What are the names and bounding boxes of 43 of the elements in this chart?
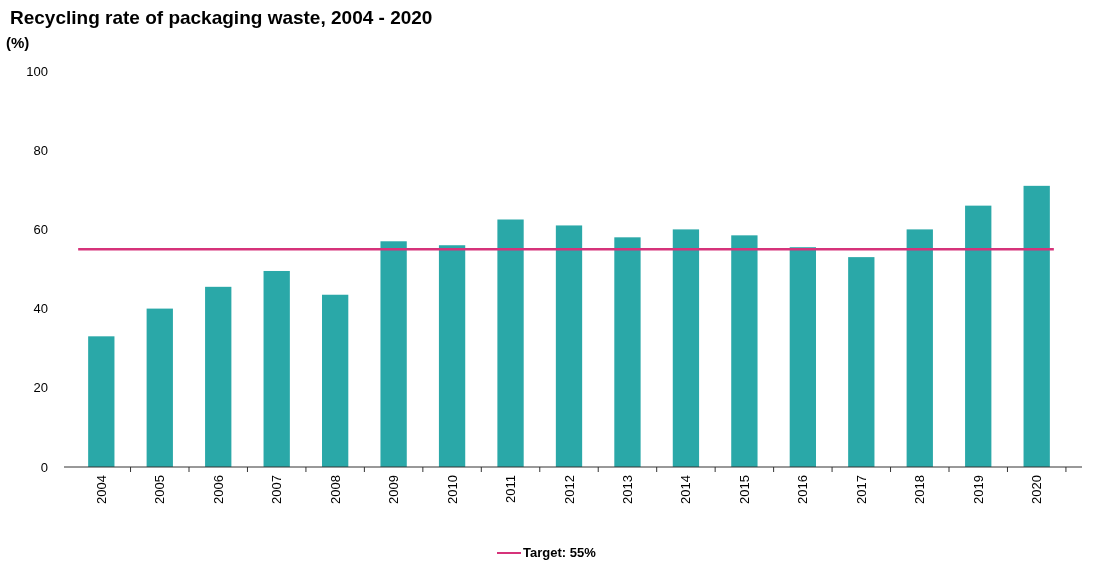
y-tick-label: 80 <box>33 142 48 158</box>
bar <box>555 225 583 467</box>
bar <box>965 205 992 467</box>
bar <box>380 241 407 467</box>
x-tick-label: 2018 <box>912 475 928 504</box>
y-tick-label: 40 <box>33 301 48 317</box>
chart-title: Recycling rate of packaging waste, 2004 - 2020 <box>10 7 433 28</box>
x-tick-label: 2008 <box>327 475 343 504</box>
x-tick-label: 2016 <box>795 475 811 504</box>
bar <box>146 308 173 467</box>
bar <box>322 294 349 467</box>
bar <box>88 336 115 467</box>
bar <box>614 237 641 467</box>
x-tick-label: 2010 <box>444 475 460 504</box>
bar <box>438 245 466 467</box>
bar <box>731 235 758 467</box>
bar <box>848 257 875 467</box>
legend-label: Target: 55% <box>523 545 597 560</box>
x-tick-label: 2019 <box>970 475 986 504</box>
x-tick-label: 2015 <box>736 475 752 504</box>
x-tick-label: 2017 <box>853 475 869 504</box>
bar <box>263 270 290 467</box>
x-tick-label: 2020 <box>1029 475 1045 504</box>
y-tick-label: 20 <box>33 380 48 396</box>
x-tick-label: 2004 <box>93 475 109 504</box>
bar <box>497 219 524 467</box>
x-tick-label: 2012 <box>561 475 577 504</box>
bar <box>789 247 816 467</box>
bar <box>1023 185 1050 467</box>
bar <box>672 229 700 467</box>
bar <box>906 229 933 467</box>
x-tick-label: 2014 <box>678 475 694 504</box>
x-tick-label: 2005 <box>152 475 168 504</box>
y-tick-label: 100 <box>26 63 48 79</box>
x-tick-label: 2006 <box>210 475 226 504</box>
x-tick-label: 2013 <box>620 475 636 504</box>
x-tick-label: 2009 <box>386 475 402 504</box>
x-tick-label: 2011 <box>503 475 519 503</box>
x-tick-label: 2007 <box>269 475 285 504</box>
bar <box>205 286 232 467</box>
y-tick-label: 0 <box>40 459 48 475</box>
y-tick-label: 60 <box>33 221 48 237</box>
y-axis-title: (%) <box>6 34 30 51</box>
